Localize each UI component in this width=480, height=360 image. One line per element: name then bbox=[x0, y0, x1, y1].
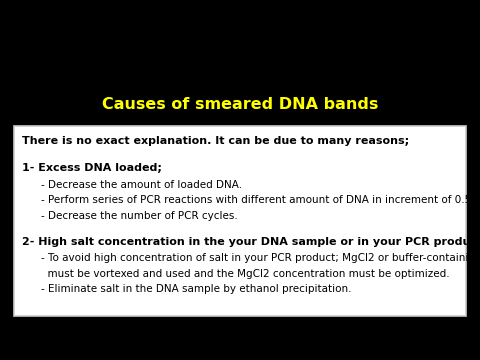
Text: - Decrease the amount of loaded DNA.: - Decrease the amount of loaded DNA. bbox=[41, 180, 242, 190]
FancyBboxPatch shape bbox=[14, 126, 466, 316]
Text: must be vortexed and used and the MgCl2 concentration must be optimized.: must be vortexed and used and the MgCl2 … bbox=[41, 269, 449, 279]
Text: - Eliminate salt in the DNA sample by ethanol precipitation.: - Eliminate salt in the DNA sample by et… bbox=[41, 284, 351, 294]
Text: - Decrease the number of PCR cycles.: - Decrease the number of PCR cycles. bbox=[41, 211, 238, 221]
Text: Causes of smeared DNA bands: Causes of smeared DNA bands bbox=[102, 96, 378, 112]
Text: - To avoid high concentration of salt in your PCR product; MgCl2 or buffer-conta: - To avoid high concentration of salt in… bbox=[41, 253, 480, 263]
Text: There is no exact explanation. It can be due to many reasons;: There is no exact explanation. It can be… bbox=[22, 136, 409, 146]
Text: 1- Excess DNA loaded;: 1- Excess DNA loaded; bbox=[22, 163, 161, 173]
Text: - Perform series of PCR reactions with different amount of DNA in increment of 0: - Perform series of PCR reactions with d… bbox=[41, 195, 474, 205]
Text: 2- High salt concentration in the your DNA sample or in your PCR product;: 2- High salt concentration in the your D… bbox=[22, 237, 480, 247]
